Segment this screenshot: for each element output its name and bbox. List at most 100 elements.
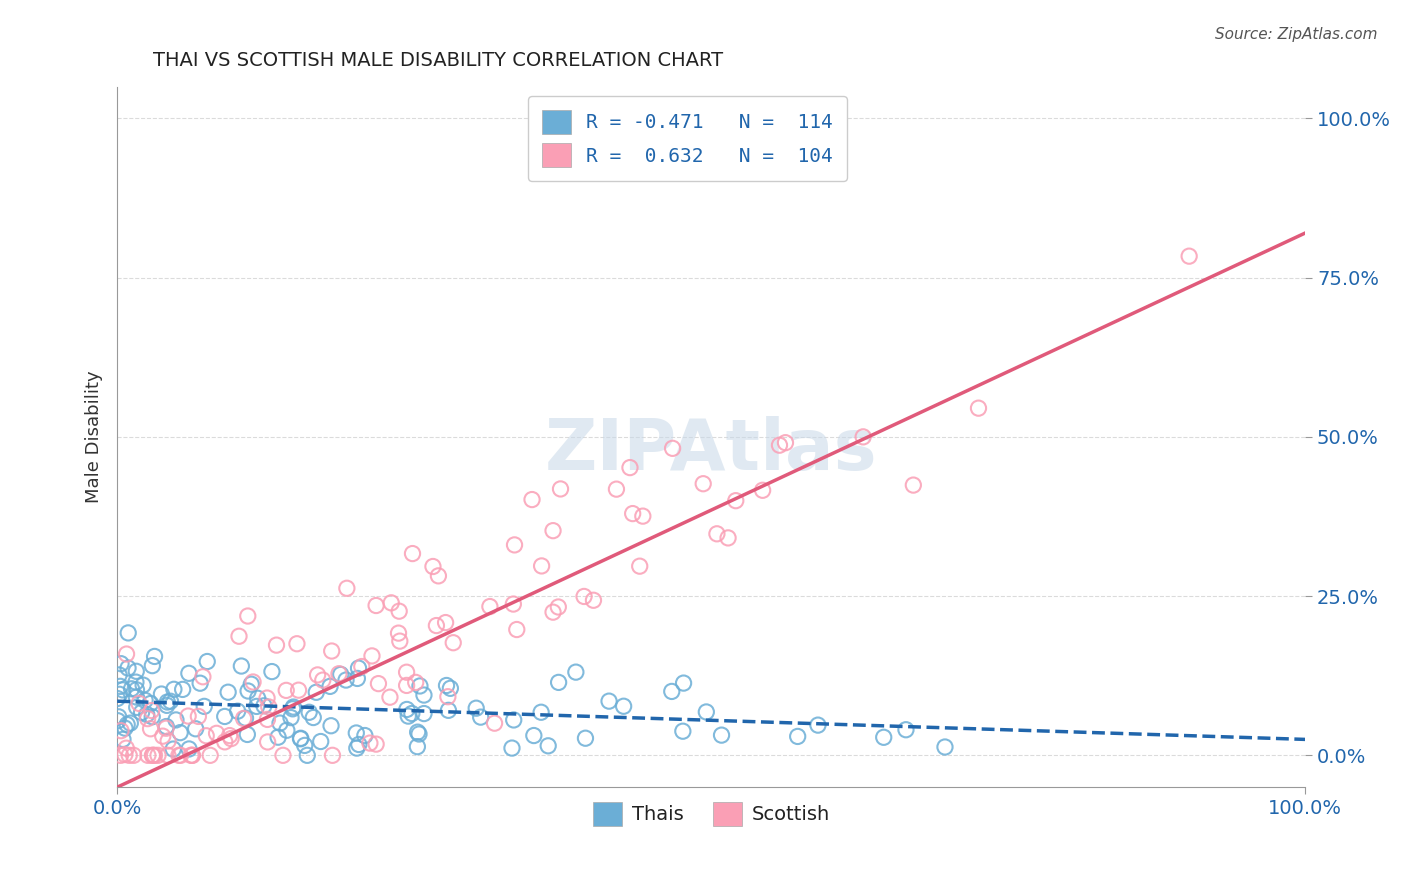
Point: [235, 711, 257, 725]
Point: [231, 659, 253, 673]
Point: [236, 684, 259, 698]
Point: [346, 672, 368, 686]
Point: [321, 644, 343, 658]
Point: [290, 731, 312, 746]
Point: [502, 597, 524, 611]
Point: [388, 604, 411, 618]
Point: [724, 493, 747, 508]
Text: Source: ZipAtlas.com: Source: ZipAtlas.com: [1215, 27, 1378, 42]
Point: [205, 726, 228, 740]
Point: [246, 699, 269, 714]
Point: [290, 731, 312, 746]
Point: [242, 675, 264, 690]
Point: [167, 748, 190, 763]
Point: [873, 731, 896, 745]
Point: [163, 682, 186, 697]
Point: [387, 626, 409, 640]
Point: [226, 704, 249, 718]
Point: [541, 605, 564, 619]
Point: [706, 526, 728, 541]
Point: [582, 593, 605, 607]
Point: [117, 661, 139, 675]
Point: [276, 723, 298, 738]
Point: [396, 709, 419, 723]
Point: [329, 667, 352, 681]
Point: [1178, 249, 1201, 263]
Point: [188, 676, 211, 690]
Point: [613, 699, 636, 714]
Point: [169, 725, 191, 739]
Point: [353, 729, 375, 743]
Point: [125, 675, 148, 690]
Point: [187, 709, 209, 723]
Point: [484, 716, 506, 731]
Point: [506, 623, 529, 637]
Point: [232, 711, 254, 725]
Point: [115, 647, 138, 661]
Point: [294, 739, 316, 753]
Point: [436, 678, 458, 692]
Point: [198, 748, 221, 763]
Point: [120, 716, 142, 731]
Point: [380, 596, 402, 610]
Point: [775, 435, 797, 450]
Point: [132, 678, 155, 692]
Point: [631, 509, 654, 524]
Point: [305, 685, 328, 699]
Point: [136, 748, 159, 763]
Point: [162, 742, 184, 756]
Point: [117, 626, 139, 640]
Point: [297, 748, 319, 763]
Point: [364, 599, 387, 613]
Point: [422, 559, 444, 574]
Point: [388, 634, 411, 648]
Point: [236, 727, 259, 741]
Point: [155, 721, 177, 735]
Point: [401, 706, 423, 721]
Point: [146, 748, 169, 763]
Point: [298, 706, 321, 720]
Point: [156, 695, 179, 709]
Point: [672, 676, 695, 690]
Point: [143, 649, 166, 664]
Point: [413, 706, 436, 721]
Point: [256, 691, 278, 706]
Point: [852, 430, 875, 444]
Point: [934, 739, 956, 754]
Point: [280, 711, 302, 725]
Point: [502, 713, 524, 727]
Point: [768, 438, 790, 452]
Point: [172, 682, 194, 697]
Point: [271, 748, 294, 763]
Point: [406, 725, 429, 739]
Point: [191, 670, 214, 684]
Point: [150, 687, 173, 701]
Point: [628, 559, 651, 574]
Point: [139, 722, 162, 736]
Point: [141, 710, 163, 724]
Point: [406, 739, 429, 754]
Point: [425, 618, 447, 632]
Point: [366, 737, 388, 751]
Point: [236, 609, 259, 624]
Point: [240, 677, 263, 691]
Point: [470, 710, 492, 724]
Point: [541, 524, 564, 538]
Point: [465, 701, 488, 715]
Point: [195, 655, 218, 669]
Point: [269, 716, 291, 731]
Point: [692, 476, 714, 491]
Point: [523, 729, 546, 743]
Point: [598, 694, 620, 708]
Point: [152, 729, 174, 743]
Point: [107, 714, 129, 728]
Point: [260, 665, 283, 679]
Point: [717, 531, 740, 545]
Point: [287, 683, 309, 698]
Point: [319, 719, 342, 733]
Point: [110, 748, 132, 763]
Point: [114, 721, 136, 735]
Point: [121, 681, 143, 696]
Point: [228, 629, 250, 643]
Point: [501, 741, 523, 756]
